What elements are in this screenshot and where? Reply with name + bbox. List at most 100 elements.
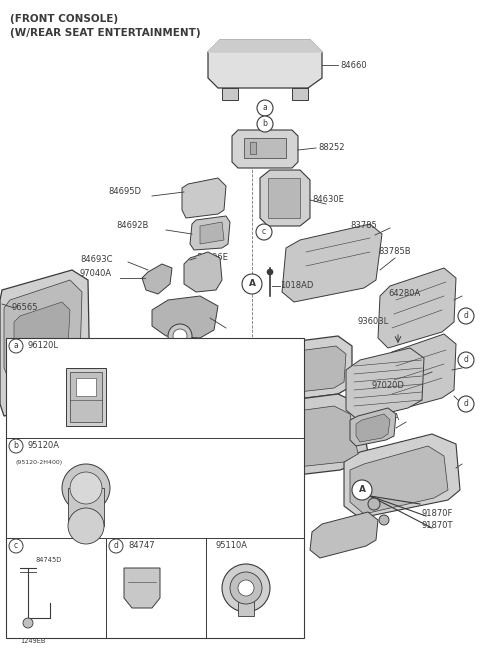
Circle shape	[248, 504, 264, 520]
Text: (95120-2H400): (95120-2H400)	[16, 460, 63, 465]
Circle shape	[30, 370, 58, 398]
Polygon shape	[282, 224, 382, 302]
Text: (W/REAR SEAT ENTERTAINMENT): (W/REAR SEAT ENTERTAINMENT)	[10, 28, 201, 38]
Polygon shape	[208, 40, 322, 52]
Text: 84693C: 84693C	[80, 256, 112, 265]
Polygon shape	[200, 222, 224, 244]
Text: 64280A: 64280A	[388, 290, 420, 298]
Circle shape	[23, 618, 33, 628]
Text: 1125KC: 1125KC	[210, 424, 242, 432]
Text: 84660: 84660	[340, 60, 367, 70]
Text: d: d	[464, 355, 468, 365]
Text: 91870F: 91870F	[422, 509, 454, 518]
Text: b: b	[13, 442, 18, 451]
Circle shape	[379, 515, 389, 525]
Circle shape	[62, 464, 110, 512]
Polygon shape	[208, 40, 322, 88]
Text: 83785B: 83785B	[378, 248, 410, 256]
Text: (FRONT CONSOLE): (FRONT CONSOLE)	[10, 14, 118, 24]
Polygon shape	[238, 588, 254, 616]
Circle shape	[458, 308, 474, 324]
Text: 84692B: 84692B	[116, 221, 148, 231]
Polygon shape	[292, 88, 308, 100]
Text: c: c	[14, 541, 18, 551]
Circle shape	[230, 572, 262, 604]
Text: A: A	[359, 486, 365, 495]
Circle shape	[458, 352, 474, 368]
Circle shape	[68, 508, 104, 544]
Text: 64280B: 64280B	[390, 363, 422, 373]
Circle shape	[257, 100, 273, 116]
Text: 1125DA: 1125DA	[264, 466, 297, 474]
Text: 84688: 84688	[154, 484, 181, 493]
Text: 1018AD: 1018AD	[280, 281, 313, 290]
Polygon shape	[14, 302, 70, 362]
Circle shape	[36, 376, 52, 392]
Text: 88252: 88252	[318, 143, 345, 152]
Circle shape	[267, 269, 273, 275]
Circle shape	[458, 396, 474, 412]
Text: 91870T: 91870T	[422, 522, 454, 530]
Polygon shape	[124, 568, 160, 608]
Text: 84697E: 84697E	[44, 304, 76, 313]
Polygon shape	[244, 138, 286, 158]
Text: 84747: 84747	[128, 541, 155, 551]
Text: 1249EB: 1249EB	[20, 638, 46, 644]
Text: 84695D: 84695D	[108, 187, 141, 196]
Text: 84696E: 84696E	[196, 254, 228, 263]
Polygon shape	[152, 296, 218, 338]
Polygon shape	[268, 178, 300, 218]
Polygon shape	[184, 252, 222, 292]
Text: 84616C: 84616C	[152, 443, 184, 453]
Polygon shape	[350, 408, 396, 446]
Text: A: A	[249, 279, 255, 288]
Text: 97020D: 97020D	[372, 382, 405, 390]
Bar	[70, 372, 102, 422]
Polygon shape	[214, 336, 352, 408]
Polygon shape	[190, 216, 230, 250]
Circle shape	[242, 498, 270, 526]
Polygon shape	[200, 482, 294, 542]
Polygon shape	[222, 88, 238, 100]
Text: 84630E: 84630E	[312, 196, 344, 204]
Text: d: d	[464, 311, 468, 321]
Text: 96120L: 96120L	[28, 342, 59, 350]
Text: 97030F: 97030F	[392, 457, 423, 466]
Text: a: a	[13, 342, 18, 350]
Text: 97040A: 97040A	[80, 269, 112, 279]
Text: a: a	[263, 104, 267, 112]
Text: d: d	[114, 541, 119, 551]
Circle shape	[256, 224, 272, 240]
Polygon shape	[350, 446, 448, 514]
Polygon shape	[346, 348, 424, 420]
Circle shape	[9, 339, 23, 353]
Circle shape	[244, 424, 252, 432]
Text: 93603L: 93603L	[358, 317, 389, 327]
Circle shape	[9, 439, 23, 453]
Circle shape	[70, 472, 102, 504]
Text: 84694B: 84694B	[168, 330, 200, 338]
Circle shape	[242, 274, 262, 294]
Bar	[6, 338, 304, 638]
Circle shape	[248, 466, 256, 474]
Bar	[76, 378, 96, 396]
Circle shape	[168, 324, 192, 348]
Circle shape	[222, 564, 270, 612]
Polygon shape	[310, 512, 378, 558]
Text: 84610E: 84610E	[140, 382, 172, 390]
Circle shape	[257, 116, 273, 132]
Polygon shape	[232, 130, 298, 168]
Polygon shape	[214, 428, 302, 492]
Polygon shape	[220, 346, 346, 400]
Circle shape	[109, 539, 123, 553]
Polygon shape	[378, 268, 456, 348]
Text: c: c	[262, 227, 266, 237]
Text: b: b	[263, 120, 267, 129]
Text: 84745D: 84745D	[36, 557, 62, 563]
Polygon shape	[0, 270, 90, 416]
Polygon shape	[218, 406, 358, 474]
Circle shape	[9, 539, 23, 553]
Polygon shape	[344, 434, 460, 518]
Text: 83785: 83785	[350, 221, 377, 229]
Polygon shape	[4, 280, 82, 382]
